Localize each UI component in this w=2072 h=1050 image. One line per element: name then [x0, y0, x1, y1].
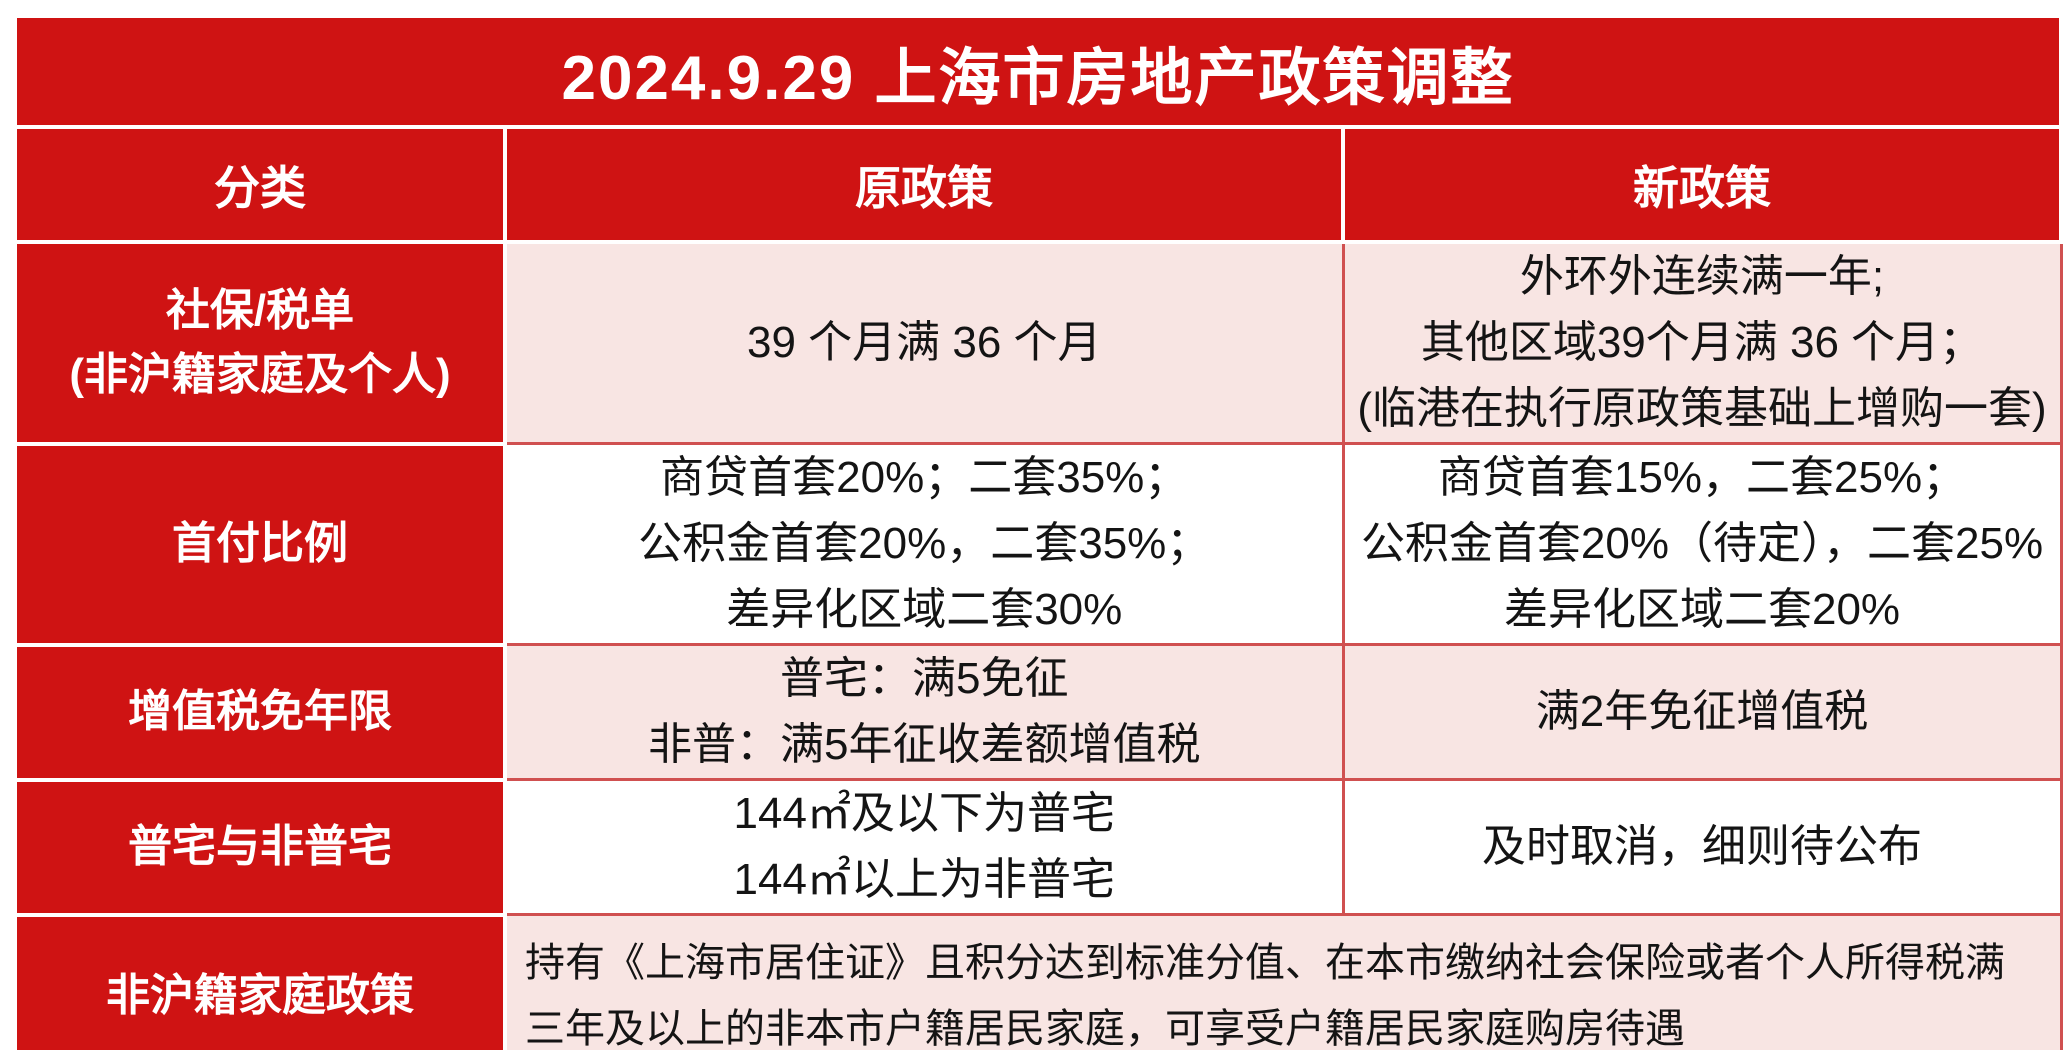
policy-line: 144㎡以上为非普宅	[733, 855, 1115, 904]
page-title: 2024.9.29 上海市房地产政策调整	[12, 14, 2064, 129]
policy-line: 非普：满5年征收差额增值税	[648, 720, 1201, 769]
column-header-category: 分类	[13, 125, 507, 244]
table-row: 增值税免年限 普宅：满5免征 非普：满5年征收差额增值税 满2年免征增值税	[13, 642, 2063, 782]
old-policy-cell-shoufu: 商贷首套20%；二套35%； 公积金首套20%，二套35%； 差异化区域二套30…	[503, 442, 1345, 646]
policy-line: 其他区域39个月满 36 个月；	[1420, 318, 1984, 367]
policy-line: 差异化区域二套30%	[726, 585, 1123, 634]
row-category-shebao: 社保/税单 (非沪籍家庭及个人)	[13, 240, 507, 446]
old-policy-cell-shebao: 39 个月满 36 个月	[503, 240, 1345, 445]
row-category-puzhai: 普宅与非普宅	[13, 777, 507, 917]
table-frame: 2024.9.29 上海市房地产政策调整 分类 原政策 新政策 社保/税单 (非…	[12, 14, 2064, 1050]
policy-text: 持有《上海市居住证》且积分达到标准分值、在本市缴纳社会保险或者个人所得税满三年及…	[525, 940, 2005, 1050]
category-line: 普宅与非普宅	[128, 822, 392, 871]
policy-line: 普宅：满5免征	[780, 654, 1069, 703]
category-line: 社保/税单	[165, 285, 355, 335]
policy-line: 商贷首套15%，二套25%；	[1437, 453, 1967, 502]
category-line: (非沪籍家庭及个人)	[69, 349, 451, 399]
new-policy-cell-puzhai: 及时取消，细则待公布	[1341, 778, 2063, 916]
old-policy-cell-zengzhishui: 普宅：满5免征 非普：满5年征收差额增值税	[503, 643, 1345, 781]
table-row-merged: 非沪籍家庭政策 持有《上海市居住证》且积分达到标准分值、在本市缴纳社会保险或者个…	[13, 912, 2063, 1050]
policy-line: 商贷首套20%；二套35%；	[660, 453, 1189, 502]
category-line: 首付比例	[172, 519, 348, 568]
row-category-shoufu: 首付比例	[13, 441, 507, 647]
policy-line: 144㎡及以下为普宅	[733, 789, 1115, 838]
row-category-zengzhishui: 增值税免年限	[13, 642, 507, 782]
policy-line: 39 个月满 36 个月	[746, 318, 1102, 367]
table-row: 首付比例 商贷首套20%；二套35%； 公积金首套20%，二套35%； 差异化区…	[13, 441, 2063, 647]
column-header-old-policy: 原政策	[503, 125, 1345, 244]
new-policy-cell-zengzhishui: 满2年免征增值税	[1341, 643, 2063, 781]
table-row: 普宅与非普宅 144㎡及以下为普宅 144㎡以上为非普宅 及时取消，细则待公布	[13, 777, 2063, 917]
policy-line: 及时取消，细则待公布	[1482, 822, 1922, 871]
policy-line: 差异化区域二套20%	[1503, 585, 1901, 634]
policy-line: 外环外连续满一年;	[1519, 252, 1885, 301]
policy-table: 2024.9.29 上海市房地产政策调整 分类 原政策 新政策 社保/税单 (非…	[12, 14, 2064, 1050]
old-policy-cell-puzhai: 144㎡及以下为普宅 144㎡以上为非普宅	[503, 778, 1345, 916]
policy-line: 公积金首套20%（待定），二套25%	[1360, 519, 2044, 568]
category-line: 增值税免年限	[128, 687, 392, 736]
table-row: 社保/税单 (非沪籍家庭及个人) 39 个月满 36 个月 外环外连续满一年; …	[13, 240, 2063, 446]
category-line: 非沪籍家庭政策	[106, 970, 414, 1020]
policy-line: 公积金首套20%，二套35%；	[638, 519, 1211, 568]
row-category-feihuji: 非沪籍家庭政策	[13, 912, 507, 1050]
new-policy-cell-shebao: 外环外连续满一年; 其他区域39个月满 36 个月； (临港在执行原政策基础上增…	[1341, 240, 2063, 445]
policy-line: (临港在执行原政策基础上增购一套)	[1357, 384, 2047, 433]
title-row: 2024.9.29 上海市房地产政策调整	[12, 14, 2064, 129]
new-policy-cell-shoufu: 商贷首套15%，二套25%； 公积金首套20%（待定），二套25% 差异化区域二…	[1341, 442, 2063, 646]
header-row: 分类 原政策 新政策	[13, 125, 2064, 244]
policy-line: 满2年免征增值税	[1535, 687, 1869, 736]
column-header-new-policy: 新政策	[1340, 125, 2064, 244]
merged-policy-cell: 持有《上海市居住证》且积分达到标准分值、在本市缴纳社会保险或者个人所得税满三年及…	[503, 913, 2063, 1050]
